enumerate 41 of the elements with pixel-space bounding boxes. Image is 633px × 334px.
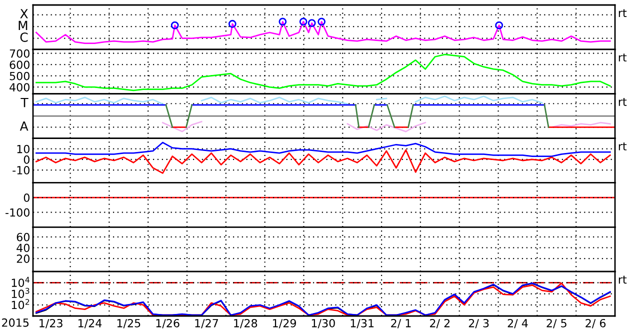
- x-tick-label: 1/27: [195, 318, 218, 328]
- x-tick-label: 1/29: [273, 318, 296, 328]
- y-tick-label: 20: [16, 254, 30, 263]
- x-tick-label: 1/26: [156, 318, 180, 328]
- x-tick-label: 2/ 2: [430, 318, 450, 328]
- text: T: [20, 98, 28, 108]
- x-tick-label: 1/23: [40, 318, 62, 328]
- x-tick-label: 1/31: [350, 318, 374, 328]
- text: X: [20, 9, 28, 18]
- y-tick-label: 700: [10, 49, 30, 58]
- y-tick-label: 10$^{3}$: [12, 288, 30, 298]
- x-tick-label: 2/ 6: [586, 318, 606, 328]
- text: rt: [618, 54, 627, 62]
- x-tick-label: 2/ 1: [391, 318, 411, 328]
- y-tick-label: 600: [10, 60, 30, 69]
- text: C: [20, 32, 28, 42]
- y-tick-label: 10$^{2}$: [12, 299, 30, 310]
- text: rt: [618, 98, 627, 106]
- y-tick-label: 40: [16, 244, 30, 252]
- y-tick-label: 60: [16, 232, 30, 242]
- y-tick-label: -10: [12, 166, 30, 174]
- x-tick-label: 1/28: [234, 318, 258, 328]
- x-axis-title: 2015: [2, 318, 29, 327]
- text: rt: [618, 276, 627, 284]
- x-tick-label: 1/30: [312, 318, 335, 328]
- x-tick-label: 1/24: [78, 318, 102, 328]
- x-tick-label: 2/ 4: [508, 318, 528, 328]
- y-tick-label: 500: [10, 72, 30, 80]
- x-tick-label: 2/ 3: [468, 318, 489, 328]
- y-tick-label: 10$^{4}$: [12, 276, 30, 287]
- y-tick-label: 0: [24, 155, 30, 164]
- y-tick-label: 400: [10, 83, 30, 92]
- text: rt: [618, 9, 627, 17]
- text: M: [18, 20, 28, 30]
- x-tick-label: 2/ 5: [546, 318, 566, 328]
- x-tick-label: 1/25: [117, 318, 140, 328]
- y-tick-label: 10: [17, 144, 30, 154]
- text: A: [20, 122, 28, 131]
- y-tick-label: 0: [24, 194, 30, 202]
- text: rt: [618, 142, 627, 150]
- y-tick-label: -100: [6, 208, 30, 217]
